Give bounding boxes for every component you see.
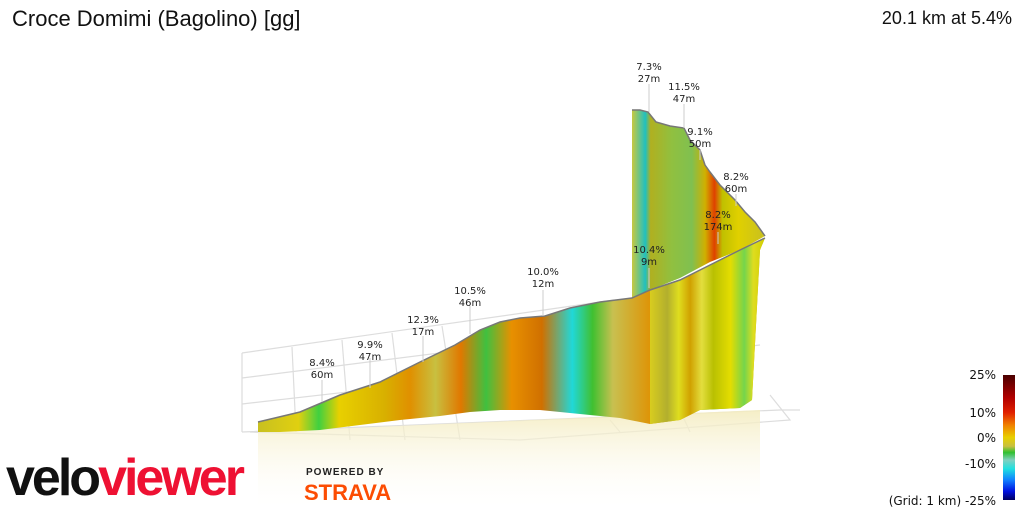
logo-velo: velo	[6, 449, 101, 507]
annotation-length: 174m	[704, 222, 733, 233]
profile-wall-summit	[632, 110, 765, 298]
annotation-grade: 8.2%	[705, 210, 730, 221]
annotation-length: 50m	[689, 139, 711, 150]
annotation-grade: 10.5%	[454, 286, 486, 297]
annotation-grade: 10.4%	[633, 245, 665, 256]
annotation-length: 47m	[673, 94, 695, 105]
annotation-grade: 9.1%	[687, 127, 712, 138]
annotation-grade: 11.5%	[668, 82, 700, 93]
annotation-length: 9m	[641, 257, 657, 268]
annotation-grade: 8.2%	[723, 172, 748, 183]
gradient-colorbar	[1003, 375, 1015, 500]
legend-tick-neg10: -10%	[964, 457, 996, 471]
powered-by-label: POWERED BY	[306, 467, 385, 478]
annotation-grade: 9.9%	[357, 340, 382, 351]
annotation-length: 27m	[638, 74, 660, 85]
profile-wall-lower	[258, 238, 765, 432]
climb-title: Croce Domimi (Bagolino) [gg]	[12, 6, 301, 31]
legend-grid-note: (Grid: 1 km) -25%	[888, 494, 996, 508]
annotation-length: 47m	[359, 352, 381, 363]
veloviewer-logo: veloviewer	[6, 449, 245, 507]
annotation-grade: 12.3%	[407, 315, 439, 326]
profile-top-line	[257, 237, 766, 423]
profile-reflection	[258, 410, 760, 512]
legend-tick-0: 0%	[976, 431, 996, 445]
gradient-annotations	[321, 84, 737, 402]
annotation-grade: 8.4%	[309, 358, 334, 369]
legend-tick-25: 25%	[969, 368, 996, 382]
annotation-length: 17m	[412, 327, 434, 338]
strava-logo: STRAVA	[304, 480, 392, 505]
legend-tick-10: 10%	[969, 406, 996, 420]
climb-summary: 20.1 km at 5.4%	[881, 8, 1012, 28]
annotation-length: 60m	[311, 370, 333, 381]
annotation-length: 60m	[725, 184, 747, 195]
annotation-grade: 7.3%	[636, 62, 661, 73]
logo-viewer: viewer	[98, 449, 245, 507]
annotation-length: 12m	[532, 279, 554, 290]
annotation-length: 46m	[459, 298, 481, 309]
annotation-grade: 10.0%	[527, 267, 559, 278]
